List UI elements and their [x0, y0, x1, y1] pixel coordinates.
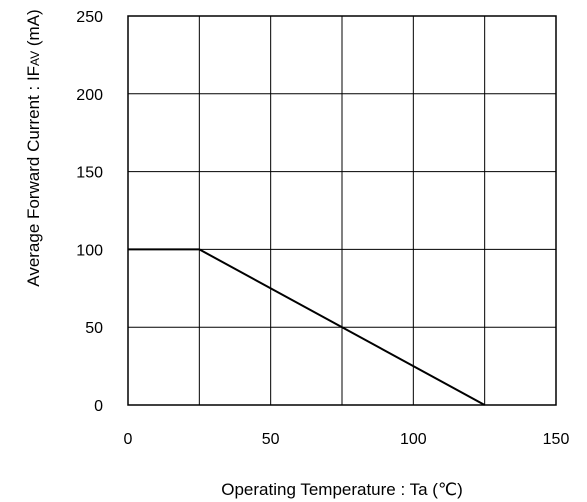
x-tick-label: 100: [400, 431, 427, 448]
x-axis-label: Operating Temperature : Ta (℃): [221, 480, 462, 499]
y-tick-labels: 0 50 100 150 200 250: [76, 9, 103, 415]
plot-frame: [127, 15, 557, 406]
x-tick-label: 150: [543, 431, 570, 448]
x-tick-label: 0: [124, 431, 133, 448]
y-tick-label: 150: [76, 165, 103, 182]
x-axis-label-text: Operating Temperature : Ta (: [221, 480, 438, 499]
y-tick-label: 0: [94, 398, 103, 415]
y-axis-label-unit: (mA): [24, 9, 43, 51]
series-line: [128, 248, 486, 406]
y-tick-label: 200: [76, 87, 103, 104]
y-axis-label-text: Average Forward Current : IF: [24, 66, 43, 287]
series-layer: [128, 248, 486, 406]
y-tick-label: 50: [85, 320, 103, 337]
degree-celsius-symbol: ℃: [438, 480, 457, 499]
grid-lines: [127, 15, 557, 406]
x-tick-label: 50: [262, 431, 280, 448]
x-axis-label-close: ): [457, 480, 463, 499]
y-tick-label: 250: [76, 9, 103, 26]
y-axis-label: Average Forward Current : IFAV (mA): [24, 9, 43, 286]
y-tick-label: 100: [76, 242, 103, 259]
y-axis-label-subscript: AV: [28, 51, 42, 66]
x-tick-labels: 0 50 100 150: [124, 431, 570, 448]
